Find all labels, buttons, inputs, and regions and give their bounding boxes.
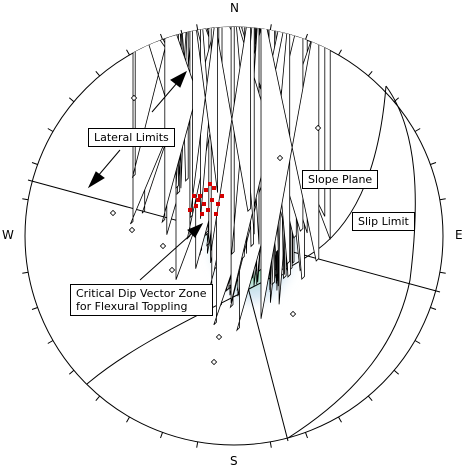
north-label: N (230, 1, 239, 15)
critical-zone-label-line2: for Flexural Toppling (76, 300, 188, 313)
degree-tick (196, 24, 199, 31)
east-label: E (455, 228, 463, 242)
degree-tick (430, 307, 437, 310)
degree-ticks (22, 24, 446, 448)
degree-tick (160, 33, 163, 40)
degree-tick (338, 416, 342, 423)
critical-pole-marker (210, 198, 214, 202)
degree-tick (126, 49, 130, 56)
critical-pole-marker (208, 182, 212, 186)
degree-tick (160, 432, 163, 439)
degree-tick (31, 307, 38, 310)
degree-tick (439, 198, 446, 201)
pole-marker (168, 266, 176, 274)
critical-pole-marker (212, 186, 216, 190)
slope-plane-label: Slope Plane (302, 170, 379, 189)
critical-pole-marker (206, 208, 210, 212)
critical-pole-marker (196, 198, 200, 202)
critical-pole-marker (198, 194, 202, 198)
degree-tick (269, 24, 272, 31)
degree-tick (305, 432, 308, 439)
degree-tick (414, 340, 421, 344)
degree-tick (414, 128, 421, 132)
critical-pole-marker (220, 194, 224, 198)
degree-tick (22, 271, 29, 274)
pole-marker (215, 333, 223, 341)
critical-pole-markers (188, 182, 224, 216)
slip-limit-label: Slip Limit (352, 212, 415, 231)
slip-limit-great-circle (287, 85, 416, 439)
degree-tick (68, 369, 75, 375)
degree-tick (31, 162, 38, 165)
degree-tick (367, 395, 373, 402)
critical-pole-marker (214, 212, 218, 216)
degree-tick (95, 395, 101, 402)
degree-tick (439, 271, 446, 274)
lateral-limits-arrow-down (87, 149, 121, 189)
lateral-limits-label: Lateral Limits (88, 128, 175, 147)
pole-marker (189, 27, 219, 219)
pole-marker (109, 209, 117, 217)
degree-tick (47, 128, 54, 132)
degree-tick (68, 97, 75, 103)
critical-pole-marker (194, 204, 198, 208)
degree-tick (47, 340, 54, 344)
degree-tick (126, 416, 130, 423)
critical-pole-marker (216, 202, 220, 206)
south-label: S (230, 454, 238, 468)
lateral-limits-arrow-up (151, 70, 187, 113)
degree-tick (95, 70, 101, 77)
pole-marker (128, 226, 136, 234)
critical-zone-label-line1: Critical Dip Vector Zone (76, 287, 207, 300)
critical-pole-marker (202, 202, 206, 206)
pole-marker (276, 154, 284, 162)
critical-pole-marker (200, 212, 204, 216)
pole-markers (109, 27, 331, 366)
pole-marker (159, 242, 167, 250)
critical-zone-arrow (139, 222, 204, 281)
degree-tick (393, 369, 400, 375)
pole-marker (130, 94, 138, 102)
degree-tick (367, 70, 373, 77)
pole-marker (314, 124, 322, 132)
critical-zone-label: Critical Dip Vector Zone for Flexural To… (70, 284, 213, 316)
degree-tick (430, 162, 437, 165)
critical-pole-marker (204, 188, 208, 192)
slope-plane-great-circle (86, 85, 387, 385)
degree-tick (196, 441, 199, 448)
degree-tick (393, 97, 400, 103)
degree-tick (338, 49, 342, 56)
pole-marker (289, 310, 297, 318)
critical-pole-marker (192, 194, 196, 198)
degree-tick (305, 33, 308, 40)
degree-tick (269, 441, 272, 448)
west-label: W (2, 228, 14, 242)
critical-pole-marker (188, 208, 192, 212)
pole-marker (210, 358, 218, 366)
degree-tick (22, 198, 29, 201)
annotation-arrows (87, 70, 204, 281)
